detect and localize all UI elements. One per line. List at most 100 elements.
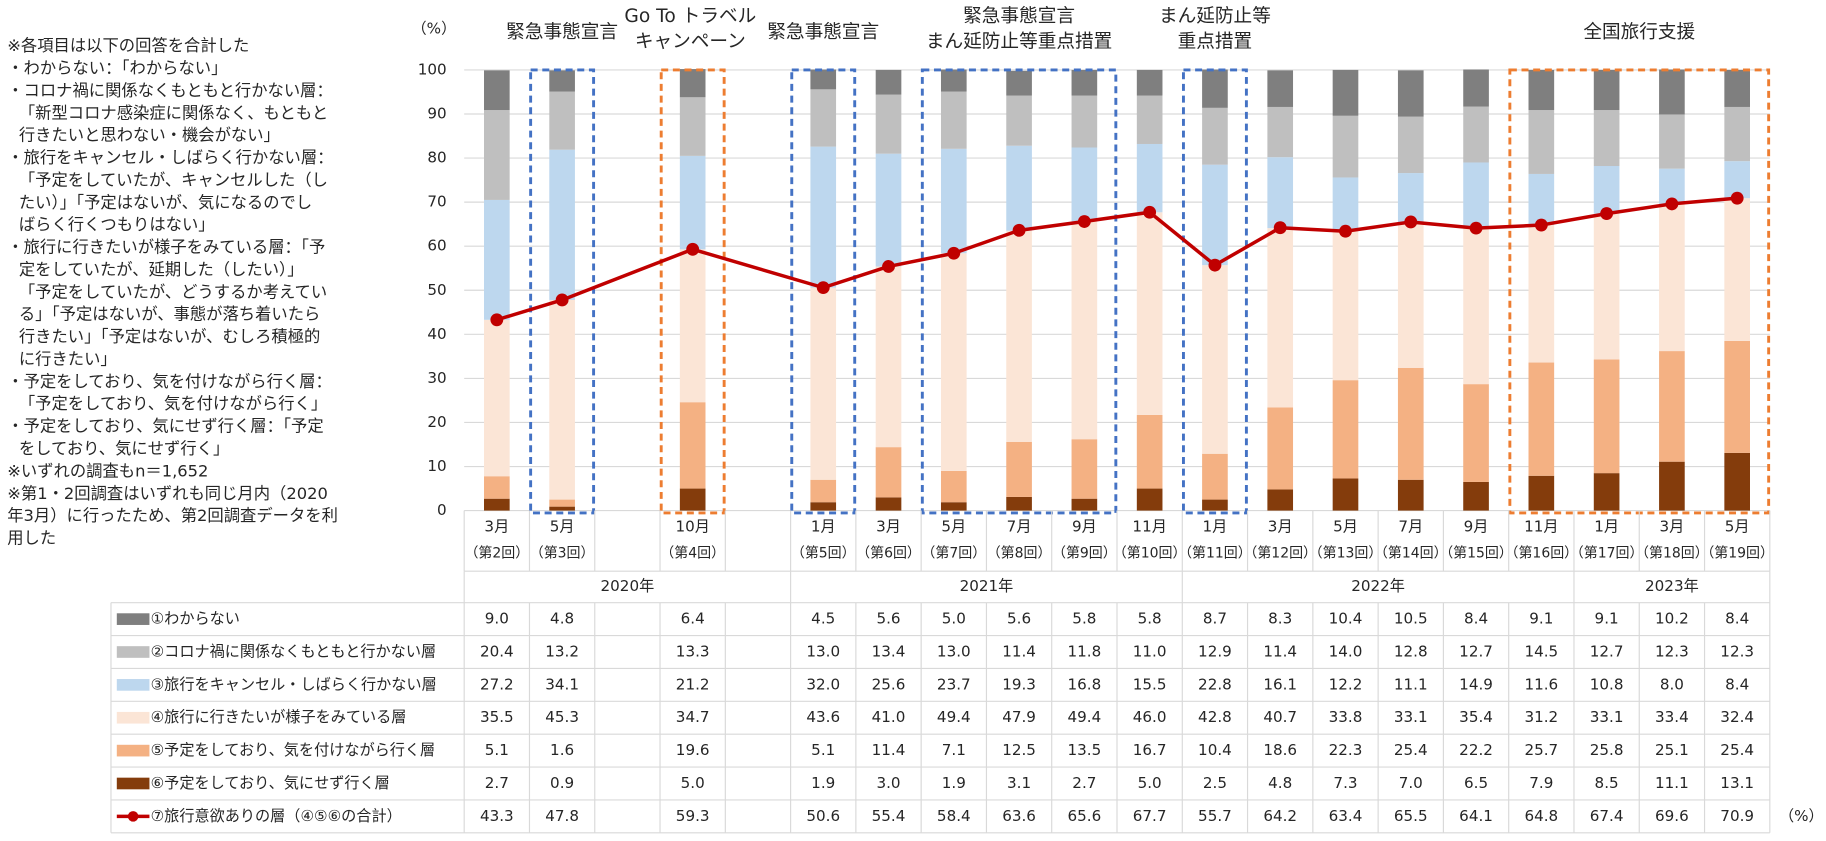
table-cell: 5.0 <box>1138 774 1162 792</box>
x-tick-round: （第5回） <box>791 545 856 562</box>
table-cell: 32.4 <box>1720 708 1754 726</box>
bar-segment <box>1463 384 1489 482</box>
bar-segment <box>940 253 967 471</box>
table-cell: 22.2 <box>1459 741 1493 759</box>
table-cell: 15.5 <box>1133 675 1167 693</box>
table-cell: 33.1 <box>1590 708 1624 726</box>
bar-segment <box>549 499 575 507</box>
table-cell: 23.7 <box>937 675 971 693</box>
table-cell: 11.4 <box>872 741 906 759</box>
bar-segment <box>1006 496 1032 511</box>
table-cell: 8.4 <box>1464 610 1488 628</box>
bar-segment <box>1071 439 1098 499</box>
bar-segment <box>1463 69 1489 107</box>
table-unit: （%） <box>1779 807 1824 825</box>
legend-label: ②コロナ禍に関係なくもともと行かない層 <box>151 642 437 660</box>
table-cell: 3.1 <box>1007 774 1031 792</box>
x-tick-round: （第7回） <box>921 545 986 562</box>
x-tick-label: 7月 <box>1007 517 1032 535</box>
table-cell: 13.0 <box>806 642 840 660</box>
note-line: 「予定をしており、気を付けながら行く」 <box>19 394 327 413</box>
table-cell: 25.1 <box>1655 741 1689 759</box>
table-cell: 50.6 <box>806 807 840 825</box>
bar-segment <box>1202 265 1228 454</box>
bar-segment <box>1202 164 1228 266</box>
table-cell: 12.3 <box>1655 642 1689 660</box>
y-tick-label: 60 <box>427 237 446 255</box>
annotation: 緊急事態宣言 <box>767 22 879 43</box>
table-cell: 43.3 <box>480 807 514 825</box>
table-cell: 3.0 <box>876 774 900 792</box>
table-cell: 45.3 <box>545 708 579 726</box>
table-cell: 19.3 <box>1002 675 1036 693</box>
x-tick-label: 11月 <box>1524 517 1558 535</box>
y-tick-label: 50 <box>427 281 446 299</box>
line-point <box>1143 205 1157 219</box>
table-cell: 25.7 <box>1524 741 1558 759</box>
x-tick-round: （第15回） <box>1439 545 1513 562</box>
legend-label: ⑦旅行意欲ありの層（④⑤⑥の合計） <box>151 807 402 825</box>
table-cell: 7.0 <box>1399 774 1423 792</box>
bar-segment <box>1593 110 1620 167</box>
line-point <box>882 260 895 273</box>
bar-segment <box>1006 70 1032 96</box>
table-cell: 8.4 <box>1725 675 1749 693</box>
annotation: まん延防止等重点措置 <box>926 31 1112 52</box>
bar-segment <box>484 199 510 320</box>
table-cell: 33.1 <box>1394 708 1428 726</box>
x-tick-label: 1月 <box>811 517 836 535</box>
bar-segment <box>679 69 706 98</box>
table-cell: 7.9 <box>1529 774 1553 792</box>
table-cell: 8.5 <box>1595 774 1619 792</box>
table-cell: 5.0 <box>681 774 705 792</box>
x-tick-round: （第6回） <box>856 545 921 562</box>
note-line: 行きたい」「予定はないが、むしろ積極的 <box>19 327 320 346</box>
line-segment <box>1410 220 1477 230</box>
bar-segment <box>1202 107 1228 165</box>
table-cell: 64.2 <box>1263 807 1297 825</box>
table-cell: 11.0 <box>1133 642 1167 660</box>
bar-segment <box>1267 228 1294 408</box>
bar-segment <box>1528 69 1555 111</box>
note-line: たい）」「予定はないが、気になるのでし <box>19 193 312 212</box>
table-cell: 58.4 <box>937 807 971 825</box>
table-cell: 12.7 <box>1459 642 1493 660</box>
table-cell: 13.4 <box>872 642 906 660</box>
bar-segment <box>1202 453 1228 500</box>
y-tick-label: 0 <box>437 501 447 519</box>
table-cell: 5.1 <box>485 741 509 759</box>
table-cell: 5.6 <box>1007 610 1031 628</box>
note-line: に行きたい」 <box>19 349 117 368</box>
bar-segment <box>940 502 967 511</box>
note-line: ばらく行くつもりはない」 <box>19 215 215 234</box>
line-segment <box>1606 202 1673 216</box>
table-cell: 6.4 <box>681 610 705 628</box>
x-tick-round: （第4回） <box>660 545 725 562</box>
table-cell: 5.0 <box>942 610 966 628</box>
x-tick-label: 1月 <box>1594 517 1619 535</box>
line-point <box>1012 223 1026 237</box>
x-tick-label: 5月 <box>941 517 966 535</box>
line-point <box>1077 215 1091 228</box>
y-tick-label: 100 <box>418 60 447 78</box>
table-cell: 11.1 <box>1655 774 1689 792</box>
bar-segment <box>940 69 967 92</box>
bar-segment <box>875 497 902 511</box>
table-cell: 35.4 <box>1459 708 1493 726</box>
x-tick-label: 3月 <box>484 517 509 535</box>
bar-segment <box>875 153 902 267</box>
table-cell: 65.6 <box>1068 807 1102 825</box>
table-cell: 12.7 <box>1590 642 1624 660</box>
annotation: 全国旅行支援 <box>1583 22 1695 43</box>
note-line: をしており、気にせず行く」 <box>19 439 229 458</box>
table-cell: 1.9 <box>942 774 966 792</box>
legend-label: ①わからない <box>151 610 240 628</box>
x-tick-label: 5月 <box>1725 517 1750 535</box>
bar-segment <box>1006 145 1032 231</box>
bar-segment <box>1267 407 1294 490</box>
line-point <box>1665 197 1679 211</box>
note-line: ・旅行をキャンセル・しばらく行かない層： <box>7 148 333 167</box>
bar-segment <box>1724 106 1750 162</box>
line-point <box>555 293 569 307</box>
note-line: ・予定をしており、気を付けながら行く層： <box>7 372 332 391</box>
